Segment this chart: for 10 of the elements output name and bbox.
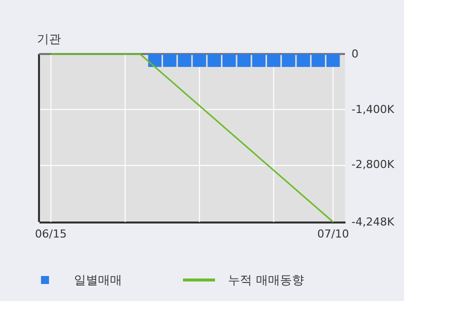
x-tick-label: 06/15 (35, 228, 67, 240)
legend-label: 누적 매매동향 (228, 273, 304, 287)
y-tick-label: -1,400K (352, 102, 395, 116)
legend-label: 일별매매 (74, 273, 122, 287)
y-tick-label: -4,248K (352, 216, 395, 228)
x-tick-label: 07/10 (317, 228, 349, 240)
y-tick-label: 0 (352, 48, 358, 60)
chart-title: 기관 (37, 32, 61, 46)
y-tick-label: -2,800K (352, 158, 395, 172)
line-series (50, 53, 334, 223)
